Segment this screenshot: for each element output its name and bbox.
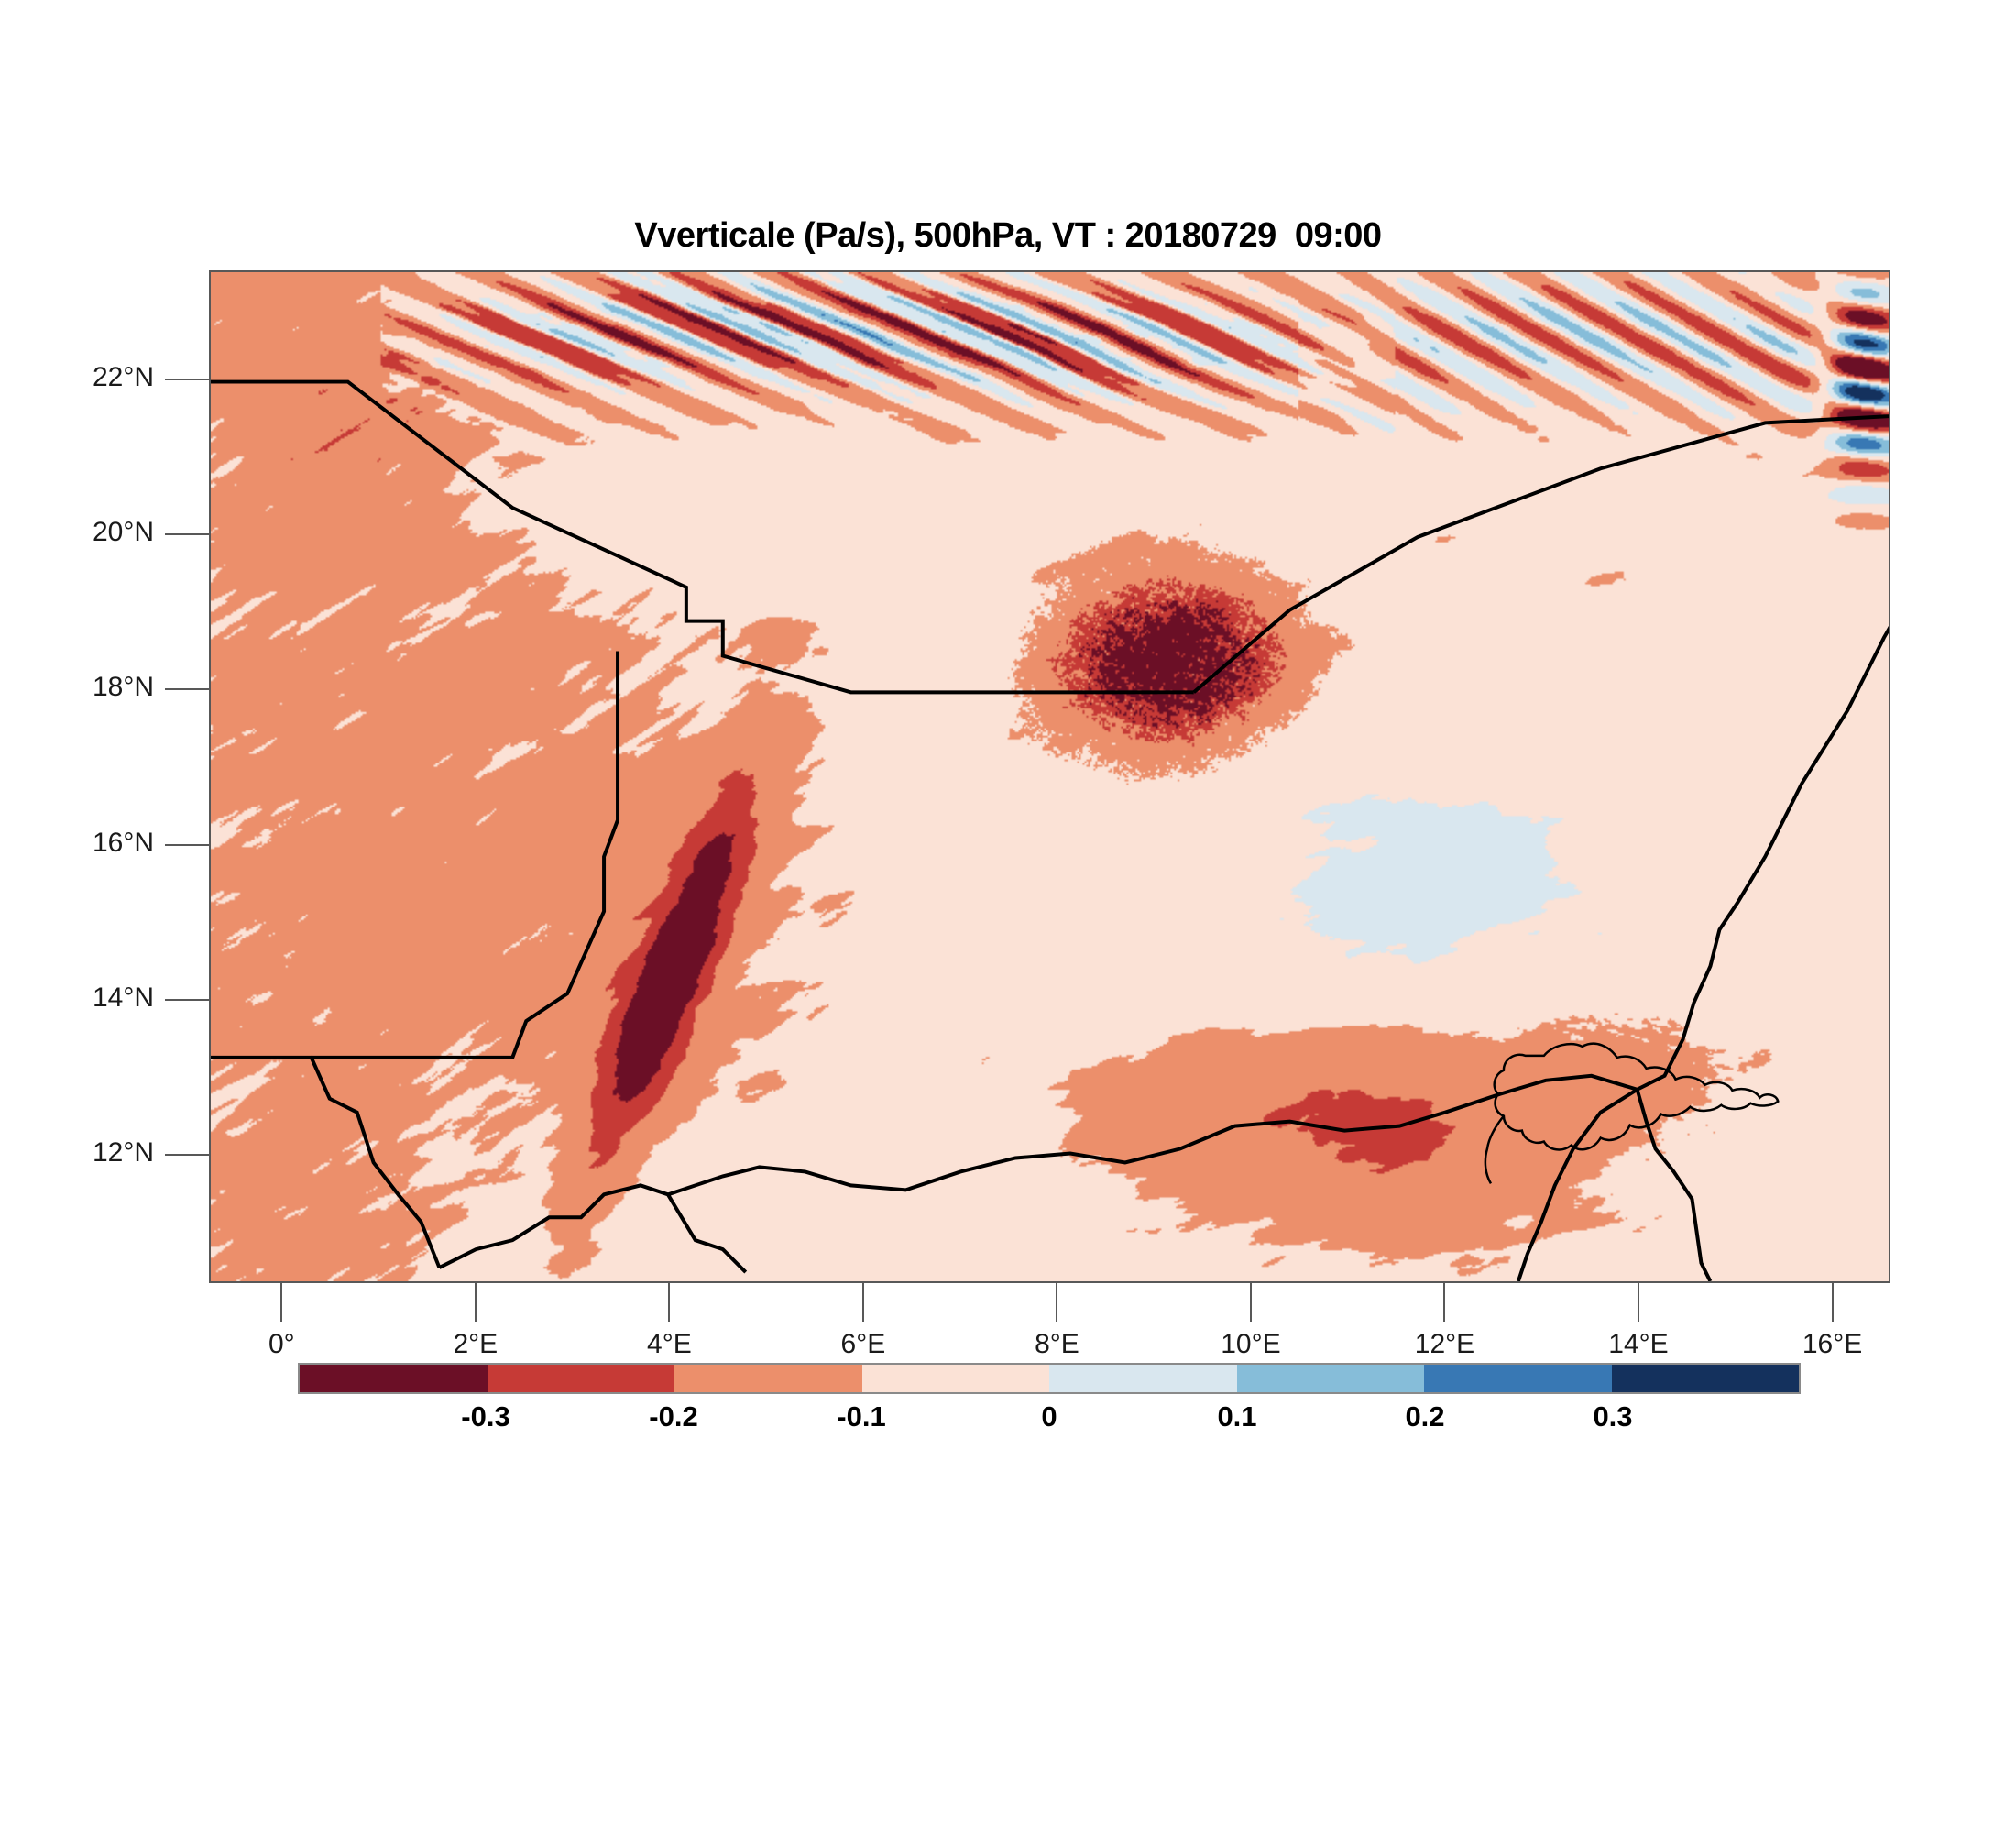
colorbar-segment-1 — [487, 1365, 674, 1392]
lake-chad-outline — [1493, 1042, 1780, 1151]
colorbar-tick-label: 0.1 — [1217, 1400, 1257, 1432]
colorbar-tick-label: -0.2 — [649, 1400, 698, 1432]
xtick-mark — [1831, 1283, 1834, 1322]
xtick-mark — [280, 1283, 283, 1322]
colorbar[interactable] — [298, 1363, 1801, 1394]
border-chad-cameroon-nigeria — [1635, 1089, 1713, 1281]
xtick-label: 6°E — [840, 1329, 886, 1359]
xtick-mark — [474, 1283, 477, 1322]
xtick-mark — [1638, 1283, 1639, 1322]
ytick-mark — [165, 688, 209, 691]
map-plot-area[interactable] — [209, 270, 1890, 1283]
vertical-velocity-field — [211, 272, 1889, 1281]
border-mali-burkina — [311, 651, 620, 1059]
xtick-mark — [861, 1283, 864, 1322]
xtick-label: 4°E — [647, 1329, 692, 1359]
colorbar-tick-label: -0.1 — [837, 1400, 886, 1432]
ytick-mark — [165, 378, 209, 380]
xtick-label: 2°E — [453, 1329, 499, 1359]
colorbar-segment-4 — [1049, 1365, 1237, 1392]
colorbar-tick-label: 0.2 — [1405, 1400, 1445, 1432]
ytick-label: 18°N — [92, 672, 154, 703]
xtick-label: 10°E — [1221, 1329, 1281, 1359]
border-algeria-niger-libya — [1192, 414, 1889, 694]
colorbar-segment-6 — [1424, 1365, 1612, 1392]
colorbar-segment-7 — [1611, 1365, 1799, 1392]
border-nigeria-cameroon — [1516, 1088, 1638, 1281]
ytick-mark — [165, 532, 209, 535]
colorbar-tick-label: -0.3 — [461, 1400, 510, 1432]
colorbar-tick-label: 0 — [1041, 1400, 1057, 1432]
page-title: Vverticale (Pa/s), 500hPa, VT : 20180729… — [634, 216, 1382, 255]
border-niger-chad — [1636, 625, 1889, 1092]
colorbar-segment-3 — [861, 1365, 1049, 1392]
ytick-label: 14°N — [92, 982, 154, 1013]
ytick-label: 20°N — [92, 516, 154, 547]
country-borders-overlay — [211, 379, 1889, 1281]
ytick-label: 22°N — [92, 361, 154, 392]
border-mali-niger-south — [211, 1055, 442, 1268]
lake-chad-shore-detail — [1484, 1114, 1505, 1185]
xtick-mark — [668, 1283, 671, 1322]
colorbar-segment-2 — [674, 1365, 862, 1392]
ytick-mark — [165, 998, 209, 1001]
xtick-mark — [1056, 1283, 1058, 1322]
ytick-label: 12°N — [92, 1137, 154, 1169]
colorbar-segment-0 — [300, 1365, 488, 1392]
border-burkina-niger — [438, 1183, 748, 1274]
colorbar-tick-label: 0.3 — [1593, 1400, 1633, 1432]
ytick-mark — [165, 1154, 209, 1157]
xtick-label: 8°E — [1035, 1329, 1079, 1359]
xtick-mark — [1249, 1283, 1252, 1322]
xtick-label: 14°E — [1608, 1329, 1669, 1359]
xtick-label: 0° — [268, 1329, 295, 1359]
colorbar-segment-5 — [1236, 1365, 1424, 1392]
xtick-label: 12°E — [1414, 1329, 1475, 1359]
border-niger-nigeria — [667, 1073, 1638, 1197]
ytick-label: 16°N — [92, 827, 154, 858]
ytick-mark — [165, 843, 209, 846]
xtick-mark — [1443, 1283, 1446, 1322]
border-algeria-mali — [211, 379, 1194, 695]
xtick-label: 16°E — [1802, 1329, 1863, 1359]
